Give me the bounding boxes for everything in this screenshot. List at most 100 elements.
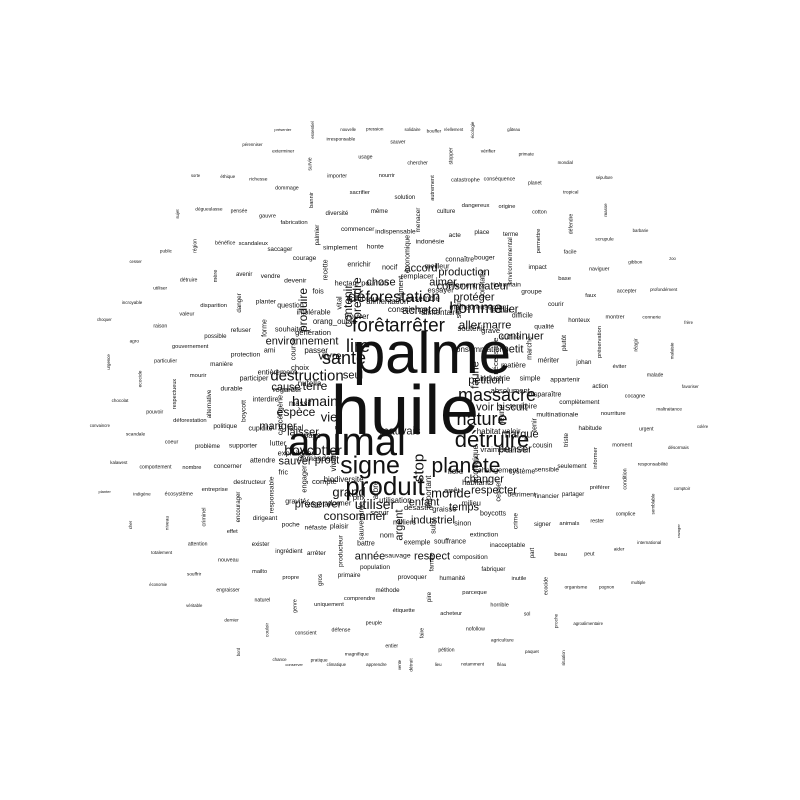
word-industriel: industriel — [410, 514, 456, 527]
word-250: informer — [593, 447, 600, 469]
word-300: ecocide — [542, 576, 549, 596]
word-394: comptoir — [673, 485, 691, 491]
word-277: mailto — [252, 568, 268, 575]
word-79: alimentation — [366, 297, 409, 307]
word-mauvais: mauvais — [379, 425, 421, 438]
word-sauver: sauver — [278, 455, 312, 468]
word-295: faire — [419, 627, 426, 638]
word-172: sauvage — [384, 552, 411, 560]
word-182: sensible — [534, 466, 560, 474]
word-306: écosystème — [164, 491, 193, 498]
word-191: durable — [220, 385, 243, 393]
word-354: bouffer — [426, 128, 442, 134]
word-laisser: laisser — [287, 426, 319, 439]
word-263: nourriture — [600, 411, 626, 418]
word-foret: forêt — [351, 315, 391, 337]
word-373: désormais — [667, 445, 689, 451]
word-346: irresponsable — [326, 137, 356, 143]
word-229: habitude — [578, 425, 602, 433]
word-palme: palme — [353, 321, 511, 386]
word-343: utiliser — [153, 286, 168, 292]
word-140: tenir — [530, 418, 538, 433]
word-326: complice — [615, 511, 636, 518]
word-chose: chose — [366, 276, 396, 289]
word-110: course — [288, 338, 298, 361]
word-production: production — [438, 266, 490, 279]
word-244: solution — [394, 195, 416, 202]
word-142: meilleur — [424, 262, 450, 271]
word-285: criminel — [200, 507, 207, 527]
word-379: chance — [272, 656, 287, 662]
word-boycotter: boycotter — [284, 442, 342, 458]
word-163: connaître — [445, 256, 475, 264]
word-329: pétition — [438, 647, 455, 654]
word-328: planet — [527, 180, 542, 187]
word-228: saccager — [267, 246, 293, 254]
word-275: mère — [212, 269, 219, 283]
word-112: donner — [327, 498, 352, 508]
word-197: acte — [448, 232, 461, 240]
word-petition: pétition — [468, 374, 504, 387]
word-403: convaincre — [89, 422, 110, 428]
word-258: animals — [559, 521, 580, 528]
word-143: sinon — [454, 519, 472, 528]
word-109: graisse — [432, 504, 457, 514]
word-214: primaire — [337, 571, 361, 579]
word-318: urgent — [639, 426, 654, 433]
word-102: regarder — [272, 384, 302, 394]
word-254: disparition — [200, 303, 228, 310]
word-374: totalement — [151, 549, 173, 555]
word-257: sacrifier — [349, 189, 370, 196]
word-humain: humain — [292, 393, 338, 409]
word-375: écologie — [469, 121, 475, 139]
word-305: condition — [622, 468, 629, 491]
word-98: absolument — [490, 386, 530, 396]
word-377: incroyable — [121, 299, 143, 305]
word-339: responsabilité — [637, 462, 668, 468]
word-264: effet — [226, 529, 238, 536]
word-365: malaisie — [669, 342, 675, 360]
word-respecter: respecter — [471, 484, 517, 497]
word-temps: temps — [449, 501, 479, 514]
word-293: coeur — [164, 439, 179, 446]
word-66: conscience — [387, 304, 428, 314]
word-249: fabrication — [280, 220, 308, 227]
word-291: importer — [327, 173, 347, 180]
word-408: économie — [149, 581, 168, 587]
word-preserver: préserver — [294, 498, 342, 511]
word-217: concerner — [213, 463, 242, 471]
word-397: fléau — [497, 661, 507, 667]
word-155: économique — [404, 234, 412, 274]
word-profit: profit — [314, 454, 340, 467]
word-235: gros — [316, 573, 324, 586]
word-tuer: tuer — [499, 303, 519, 316]
word-67: flore — [447, 467, 464, 477]
word-91: prix — [352, 493, 366, 503]
word-terre: terre — [302, 379, 328, 393]
word-358: pratique — [310, 657, 328, 663]
word-68: nutella — [297, 378, 322, 388]
word-325: survie — [307, 156, 314, 171]
word-393: pérenniser — [242, 141, 263, 147]
word-337: magnifique — [344, 652, 369, 658]
word-205: environnemental — [506, 237, 514, 285]
word-303: défense — [331, 627, 351, 634]
word-212: manière — [210, 360, 233, 368]
word-415: ravager — [676, 524, 682, 539]
word-111: matière — [500, 360, 526, 370]
word-181: simplement — [323, 244, 358, 252]
word-243: exister — [251, 542, 270, 549]
word-381: international — [637, 540, 662, 546]
word-414: présenter — [274, 127, 292, 132]
word-174: multinationale — [536, 411, 579, 419]
word-301: particulier — [154, 357, 178, 364]
word-352: maltraitance — [656, 406, 682, 412]
word-298: nouveau — [217, 557, 239, 564]
word-225: alternative — [205, 389, 213, 419]
word-202: commencer — [340, 225, 375, 233]
word-369: chocolat — [111, 397, 129, 403]
word-116: malheureusement — [449, 302, 509, 312]
word-139: fois — [312, 286, 324, 296]
word-77: industrie — [480, 374, 511, 384]
word-104: servir — [370, 507, 389, 517]
